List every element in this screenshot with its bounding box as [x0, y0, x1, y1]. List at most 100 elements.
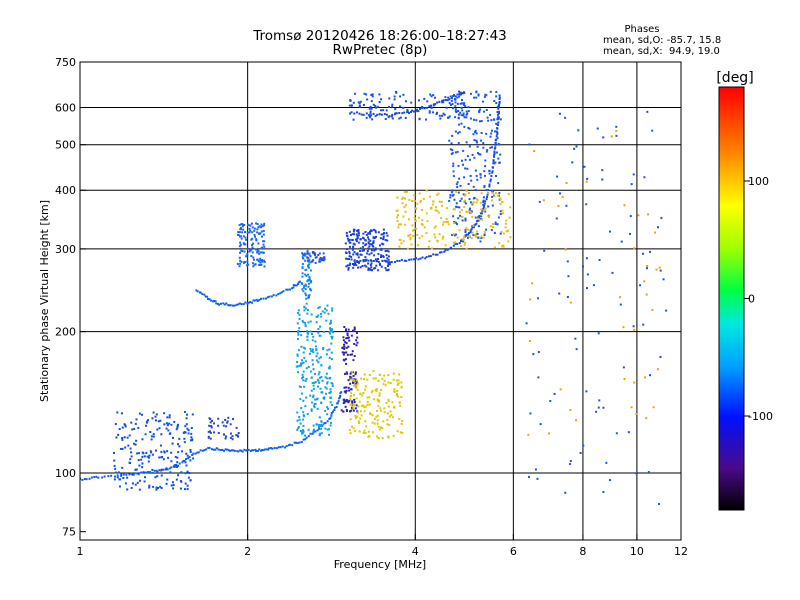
data-point [226, 448, 229, 451]
data-point [212, 448, 215, 451]
data-point [452, 208, 455, 211]
data-point [434, 225, 437, 228]
data-point [148, 486, 151, 489]
data-point [396, 259, 399, 262]
data-point [160, 486, 163, 489]
data-point [362, 245, 365, 248]
data-point [460, 102, 463, 105]
data-point [312, 251, 315, 254]
data-point [183, 410, 186, 413]
data-point [143, 471, 146, 474]
data-point [357, 234, 360, 237]
data-point [237, 303, 240, 306]
data-point [484, 210, 487, 213]
data-point [370, 229, 373, 232]
data-point [318, 306, 321, 309]
data-point [308, 279, 311, 282]
data-point [306, 338, 309, 341]
data-point [235, 303, 238, 306]
data-point [343, 351, 346, 354]
data-point [469, 201, 472, 204]
data-point [305, 436, 308, 439]
data-point [209, 421, 212, 424]
data-point [362, 391, 365, 394]
data-point [453, 208, 456, 211]
data-point [353, 326, 356, 329]
data-point [463, 125, 466, 128]
data-point [598, 399, 601, 402]
data-point [382, 235, 385, 238]
data-point [152, 485, 155, 488]
data-point [374, 115, 377, 118]
data-point [437, 211, 440, 214]
data-point [121, 437, 124, 440]
data-point [489, 146, 492, 149]
data-point [349, 388, 352, 391]
data-point [499, 153, 502, 156]
data-point [344, 242, 347, 245]
data-point [458, 242, 461, 245]
data-point [342, 358, 345, 361]
data-point [177, 451, 180, 454]
data-point [483, 186, 486, 189]
data-point [303, 385, 306, 388]
data-point [434, 253, 437, 256]
data-point [472, 234, 475, 237]
data-point [490, 190, 493, 193]
data-point [345, 252, 348, 255]
data-point [500, 230, 503, 233]
data-point [349, 372, 352, 375]
data-point [279, 292, 282, 295]
data-point [345, 346, 348, 349]
data-point [569, 408, 572, 411]
data-point [421, 105, 424, 108]
data-point [393, 98, 396, 101]
data-point [357, 256, 360, 259]
data-point [263, 222, 266, 225]
data-point [477, 93, 480, 96]
data-point [122, 473, 125, 476]
data-point [463, 235, 466, 238]
data-point [285, 288, 288, 291]
data-point [360, 414, 363, 417]
data-point [310, 408, 313, 411]
data-point [357, 420, 360, 423]
data-point [103, 475, 106, 478]
data-point [402, 215, 405, 218]
data-point [370, 93, 373, 96]
data-point [310, 313, 313, 316]
data-point [322, 423, 325, 426]
data-point [130, 455, 133, 458]
data-point [486, 189, 489, 192]
data-point [178, 437, 181, 440]
data-point [325, 319, 328, 322]
data-point [366, 252, 369, 255]
data-point [176, 443, 179, 446]
data-point [643, 176, 646, 179]
data-point [385, 109, 388, 112]
data-point [299, 280, 302, 283]
data-point [243, 448, 246, 451]
data-point [268, 295, 271, 298]
data-point [263, 448, 266, 451]
data-point [472, 226, 475, 229]
data-point [124, 425, 127, 428]
data-point [586, 273, 589, 276]
data-point [356, 236, 359, 239]
data-point [117, 471, 120, 474]
data-point [229, 432, 232, 435]
data-point [113, 478, 116, 481]
data-point [597, 406, 600, 409]
data-point [305, 367, 308, 370]
data-point [244, 243, 247, 246]
data-point [251, 246, 254, 249]
data-point [151, 417, 154, 420]
data-point [368, 114, 371, 117]
data-point [355, 238, 358, 241]
data-point [367, 232, 370, 235]
data-point [345, 337, 348, 340]
data-point [344, 329, 347, 332]
data-point [240, 223, 243, 226]
data-point [221, 448, 224, 451]
x-tick-label: 8 [579, 545, 586, 558]
